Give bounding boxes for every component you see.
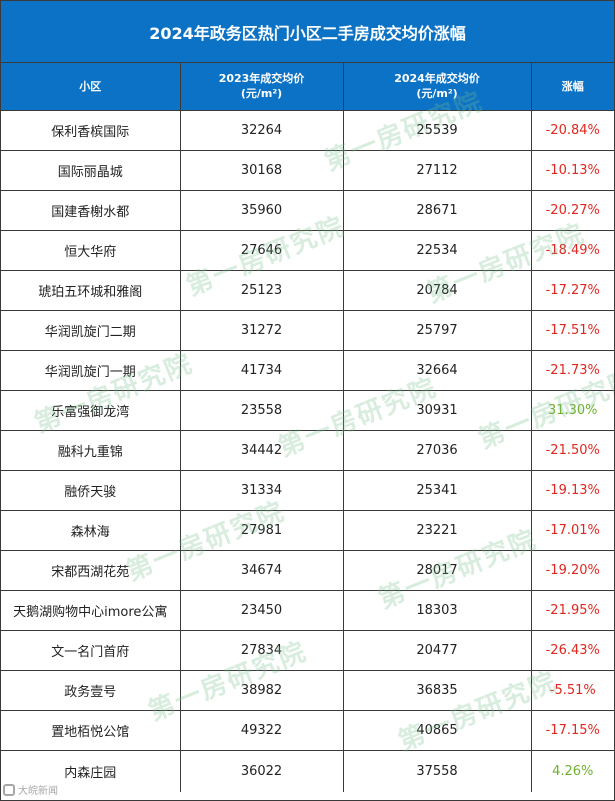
- change-cell: -17.15%: [531, 710, 614, 751]
- header-price-2024: 2024年成交均价 (元/m²): [343, 63, 532, 111]
- table-row: 融科九重锦 34442 27036 -21.50%: [1, 430, 614, 471]
- price-2024-cell: 18303: [343, 590, 532, 631]
- price-2024-cell: 37558: [343, 750, 532, 792]
- community-name-cell: 国建香榭水都: [1, 190, 181, 231]
- community-name-cell: 华润凯旋门二期: [1, 310, 181, 351]
- price-2024-cell: 28017: [343, 550, 532, 591]
- price-2023-cell: 36022: [180, 750, 344, 792]
- price-2023-cell: 32264: [180, 110, 344, 151]
- price-2023-cell: 35960: [180, 190, 344, 231]
- price-2024-cell: 25341: [343, 470, 532, 511]
- price-2023-cell: 34442: [180, 430, 344, 471]
- price-2023-cell: 30168: [180, 150, 344, 191]
- price-2023-cell: 23450: [180, 590, 344, 631]
- table-row: 森林海 27981 23221 -17.01%: [1, 510, 614, 551]
- community-name-cell: 融侨天骏: [1, 470, 181, 511]
- price-2023-cell: 34674: [180, 550, 344, 591]
- community-name-cell: 森林海: [1, 510, 181, 551]
- table-row: 置地栢悦公馆 49322 40865 -17.15%: [1, 710, 614, 751]
- price-2023-cell: 27834: [180, 630, 344, 671]
- change-cell: -18.49%: [531, 230, 614, 271]
- table-row: 天鹅湖购物中心imore公寓 23450 18303 -21.95%: [1, 590, 614, 631]
- table-row: 恒大华府 27646 22534 -18.49%: [1, 230, 614, 271]
- community-name-cell: 华润凯旋门一期: [1, 350, 181, 391]
- change-cell: -10.13%: [531, 150, 614, 191]
- community-name-cell: 宋都西湖花苑: [1, 550, 181, 591]
- price-2024-cell: 30931: [343, 390, 532, 431]
- community-name-cell: 琥珀五环城和雅阁: [1, 270, 181, 311]
- community-name-cell: 置地栢悦公馆: [1, 710, 181, 751]
- header-price-2023: 2023年成交均价 (元/m²): [180, 63, 344, 111]
- price-2024-cell: 28671: [343, 190, 532, 231]
- table-row: 融侨天骏 31334 25341 -19.13%: [1, 470, 614, 511]
- community-name-cell: 内森庄园: [1, 750, 181, 792]
- change-cell: -21.95%: [531, 590, 614, 631]
- price-2023-cell: 31334: [180, 470, 344, 511]
- price-2023-cell: 27646: [180, 230, 344, 271]
- price-2024-cell: 40865: [343, 710, 532, 751]
- price-2024-cell: 22534: [343, 230, 532, 271]
- table-body: 保利香槟国际 32264 25539 -20.84% 国际丽晶城 30168 27112 -1…: [1, 110, 614, 792]
- table-row: 国建香榭水都 35960 28671 -20.27%: [1, 190, 614, 231]
- change-cell: -21.50%: [531, 430, 614, 471]
- table-row: 文一名门首府 27834 20477 -26.43%: [1, 630, 614, 671]
- change-cell: -19.20%: [531, 550, 614, 591]
- community-name-cell: 政务壹号: [1, 670, 181, 711]
- change-cell: -17.01%: [531, 510, 614, 551]
- price-2023-cell: 23558: [180, 390, 344, 431]
- price-2023-cell: 27981: [180, 510, 344, 551]
- price-2023-cell: 38982: [180, 670, 344, 711]
- change-cell: -26.43%: [531, 630, 614, 671]
- change-cell: -20.27%: [531, 190, 614, 231]
- header-row: 小区 2023年成交均价 (元/m²) 2024年成交均价 (元/m²) 涨幅: [1, 63, 614, 111]
- price-table: 小区 2023年成交均价 (元/m²) 2024年成交均价 (元/m²) 涨幅 …: [1, 63, 614, 792]
- corner-logo-text: 大皖新闻: [18, 786, 58, 797]
- table-row: 乐富强御龙湾 23558 30931 31.30%: [1, 390, 614, 431]
- price-2024-cell: 27036: [343, 430, 532, 471]
- price-2023-cell: 31272: [180, 310, 344, 351]
- community-name-cell: 融科九重锦: [1, 430, 181, 471]
- price-2024-cell: 23221: [343, 510, 532, 551]
- table-row: 宋都西湖花苑 34674 28017 -19.20%: [1, 550, 614, 591]
- table-title: 2024年政务区热门小区二手房成交均价涨幅: [1, 1, 614, 63]
- change-cell: -5.51%: [531, 670, 614, 711]
- change-cell: 4.26%: [552, 763, 594, 779]
- change-cell: -21.73%: [531, 350, 614, 391]
- price-2024-cell: 36835: [343, 670, 532, 711]
- price-2024-cell: 27112: [343, 150, 532, 191]
- community-name-cell: 国际丽晶城: [1, 150, 181, 191]
- header-change: 涨幅: [531, 63, 614, 111]
- table-row: 内森庄园 36022 37558 4.26%: [1, 750, 614, 792]
- table-row: 琥珀五环城和雅阁 25123 20784 -17.27%: [1, 270, 614, 311]
- change-cell: -17.51%: [531, 310, 614, 351]
- community-name-cell: 保利香槟国际: [1, 110, 181, 151]
- table-row: 华润凯旋门二期 31272 25797 -17.51%: [1, 310, 614, 351]
- price-2024-cell: 20477: [343, 630, 532, 671]
- price-2024-cell: 32664: [343, 350, 532, 391]
- change-cell: -19.13%: [531, 470, 614, 511]
- price-2023-cell: 41734: [180, 350, 344, 391]
- community-name-cell: 恒大华府: [1, 230, 181, 271]
- table-row: 华润凯旋门一期 41734 32664 -21.73%: [1, 350, 614, 391]
- community-name-cell: 乐富强御龙湾: [1, 390, 181, 431]
- price-2023-cell: 25123: [180, 270, 344, 311]
- price-2024-cell: 25797: [343, 310, 532, 351]
- table-row: 保利香槟国际 32264 25539 -20.84%: [1, 110, 614, 151]
- logo-icon: [3, 783, 15, 796]
- header-community: 小区: [1, 63, 181, 111]
- community-name-cell: 文一名门首府: [1, 630, 181, 671]
- table-row: 国际丽晶城 30168 27112 -10.13%: [1, 150, 614, 191]
- change-cell: -17.27%: [531, 270, 614, 311]
- change-cell: -20.84%: [531, 110, 614, 151]
- price-2024-cell: 25539: [343, 110, 532, 151]
- price-2023-cell: 49322: [180, 710, 344, 751]
- change-cell: 31.30%: [531, 390, 614, 431]
- table-row: 政务壹号 38982 36835 -5.51%: [1, 670, 614, 711]
- corner-logo: 大皖新闻: [3, 782, 58, 797]
- price-2024-cell: 20784: [343, 270, 532, 311]
- community-name-cell: 天鹅湖购物中心imore公寓: [1, 590, 181, 631]
